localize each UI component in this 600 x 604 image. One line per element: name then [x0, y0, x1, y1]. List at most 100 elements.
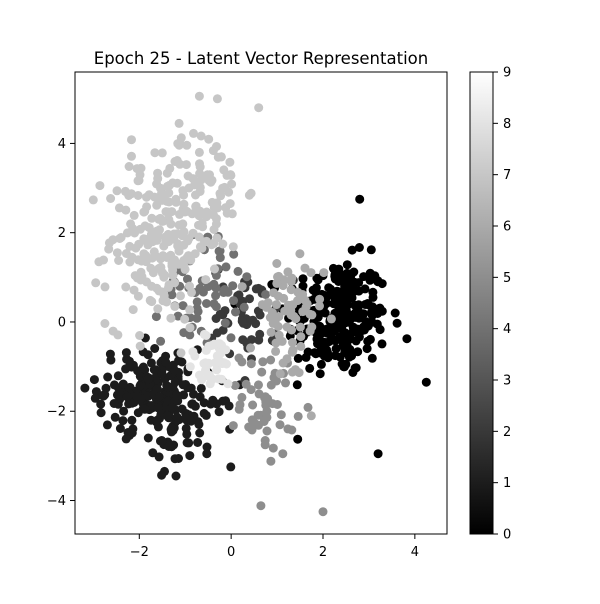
data-point — [199, 329, 209, 339]
data-point — [166, 219, 176, 229]
data-point — [187, 209, 197, 219]
data-point — [100, 319, 110, 328]
data-point — [220, 318, 230, 328]
data-point — [293, 434, 303, 444]
data-point — [202, 449, 212, 459]
data-point — [192, 313, 202, 323]
colorbar-tick-label: 5 — [503, 271, 511, 286]
data-point — [293, 411, 303, 421]
data-point — [226, 333, 236, 343]
data-point — [251, 319, 261, 329]
data-point — [368, 287, 378, 297]
data-point — [315, 369, 325, 379]
data-point — [178, 380, 188, 390]
data-point — [248, 400, 258, 410]
data-point — [182, 140, 192, 150]
data-point — [132, 164, 142, 174]
data-point — [179, 190, 189, 200]
data-point — [153, 422, 163, 432]
data-point — [234, 290, 244, 300]
data-point — [194, 420, 204, 429]
data-point — [197, 375, 207, 385]
data-point — [347, 293, 357, 303]
data-point — [272, 278, 282, 288]
data-point — [103, 372, 113, 382]
data-point — [305, 309, 315, 319]
data-point — [238, 335, 248, 345]
data-point — [143, 374, 153, 384]
data-point — [122, 392, 132, 402]
data-point — [271, 346, 281, 356]
data-point — [313, 327, 323, 337]
data-point — [100, 282, 110, 292]
data-point — [229, 296, 238, 306]
data-point — [189, 128, 198, 138]
data-point — [158, 296, 168, 306]
data-point — [293, 287, 303, 297]
data-point — [231, 307, 240, 317]
data-point — [229, 249, 239, 259]
data-point — [167, 403, 177, 412]
data-point — [335, 352, 345, 362]
data-point — [273, 291, 283, 301]
data-point — [354, 286, 364, 296]
data-point — [174, 454, 183, 463]
data-point — [167, 423, 177, 433]
data-point — [245, 294, 254, 304]
colorbar-tick-label: 1 — [503, 476, 511, 491]
data-point — [239, 302, 249, 312]
data-point — [174, 118, 184, 128]
data-point — [194, 211, 204, 221]
data-point — [215, 246, 225, 256]
data-point — [182, 429, 192, 439]
data-point — [89, 375, 99, 385]
data-point — [125, 257, 135, 267]
data-point — [195, 159, 204, 169]
data-point — [201, 361, 211, 371]
data-point — [213, 152, 223, 162]
data-point — [256, 501, 266, 511]
data-point — [170, 377, 180, 387]
data-point — [174, 356, 184, 366]
data-point — [348, 368, 358, 377]
data-point — [247, 415, 257, 425]
colorbar-tick-label: 7 — [503, 168, 511, 183]
data-point — [313, 275, 323, 285]
colorbar-tick-label: 9 — [503, 66, 511, 81]
data-point — [185, 305, 195, 315]
y-axis: −4 −2 0 2 4 — [47, 137, 75, 509]
data-point — [164, 442, 174, 451]
data-point — [127, 151, 136, 161]
data-point — [100, 390, 110, 400]
data-point — [402, 334, 412, 344]
data-point — [196, 175, 206, 185]
data-point — [90, 393, 100, 403]
data-point — [330, 271, 340, 281]
data-point — [225, 199, 235, 209]
data-point — [171, 197, 181, 207]
data-point — [118, 416, 128, 426]
data-point — [143, 350, 153, 360]
data-point — [150, 344, 160, 353]
data-point — [372, 319, 382, 329]
data-point — [147, 297, 157, 307]
data-point — [350, 308, 360, 318]
data-point — [203, 208, 213, 218]
data-point — [216, 191, 226, 201]
data-point — [143, 240, 153, 250]
data-point — [359, 272, 369, 282]
data-point — [308, 285, 318, 295]
data-point — [274, 312, 284, 322]
data-point — [233, 266, 243, 276]
data-point — [153, 415, 162, 425]
data-point — [342, 260, 352, 270]
data-point — [188, 347, 198, 357]
data-point — [375, 306, 385, 316]
colorbar-tick-label: 8 — [503, 117, 511, 132]
data-point — [268, 443, 278, 453]
data-point — [209, 203, 219, 213]
data-point — [216, 348, 226, 358]
data-point — [347, 351, 357, 361]
